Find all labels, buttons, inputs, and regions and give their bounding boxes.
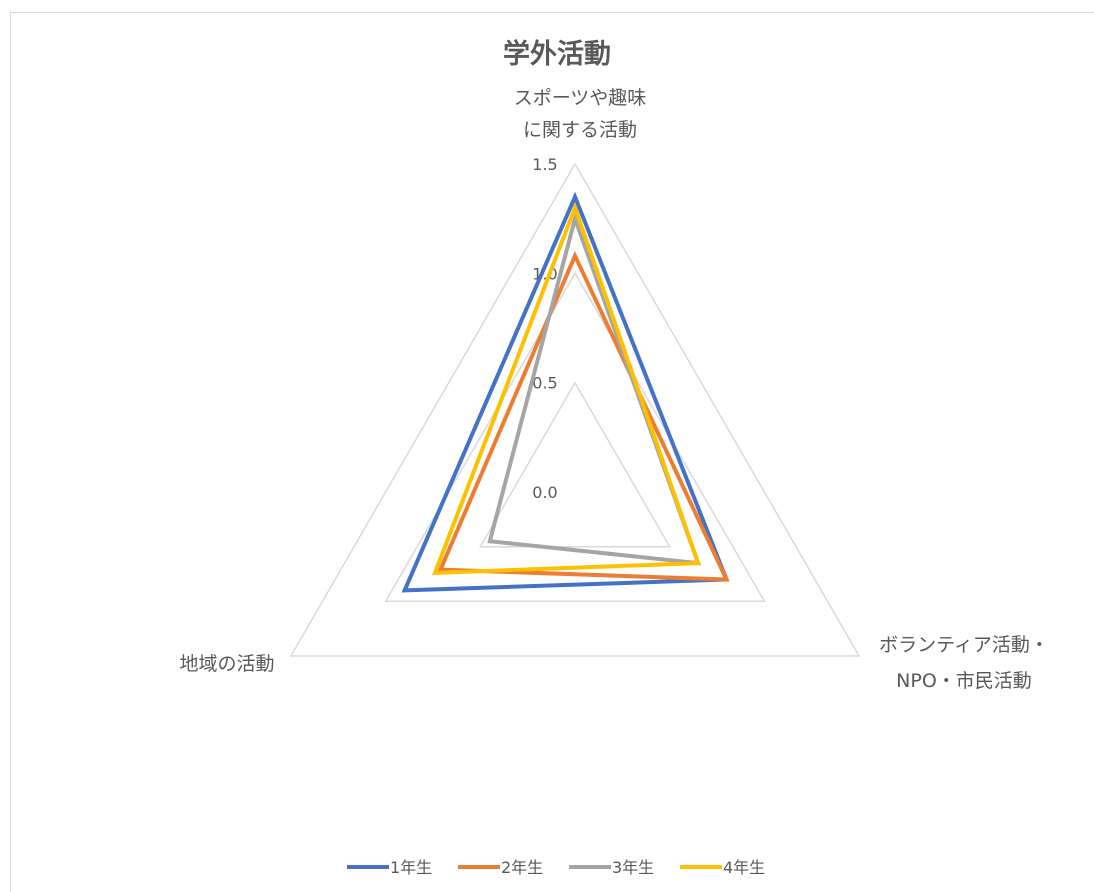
tick-labels: 0.00.51.01.5: [532, 155, 557, 502]
chart-title: 学外活動: [503, 38, 611, 70]
series-line-2: [437, 250, 730, 582]
axis-label-2-line-0: 地域の活動: [179, 653, 274, 675]
legend-label-3: 3年生: [612, 858, 654, 877]
axis-label-0-line-1: に関する活動: [523, 119, 637, 141]
legend: 1年生 2年生 3年生 4年生: [347, 858, 765, 877]
grid-ring-3: [289, 162, 861, 657]
chart-frame: [10, 12, 1094, 892]
grid: [289, 162, 861, 657]
grid-ring-1: [479, 381, 671, 548]
series-line-1: [401, 191, 730, 593]
tick-label-1: 0.5: [532, 374, 557, 393]
series-lines: [401, 191, 730, 593]
series-line-3: [487, 211, 702, 566]
tick-label-3: 1.5: [532, 155, 557, 174]
axis-label-1-line-1: NPO・市民活動: [896, 670, 1032, 692]
axis-label-1-line-0: ボランティア活動・: [879, 634, 1049, 656]
legend-label-4: 4年生: [723, 858, 765, 877]
series-line-4: [431, 201, 701, 576]
tick-label-0: 0.0: [532, 483, 557, 502]
legend-label-2: 2年生: [501, 858, 543, 877]
legend-label-1: 1年生: [390, 858, 432, 877]
axis-label-0-line-0: スポーツや趣味: [514, 87, 647, 109]
